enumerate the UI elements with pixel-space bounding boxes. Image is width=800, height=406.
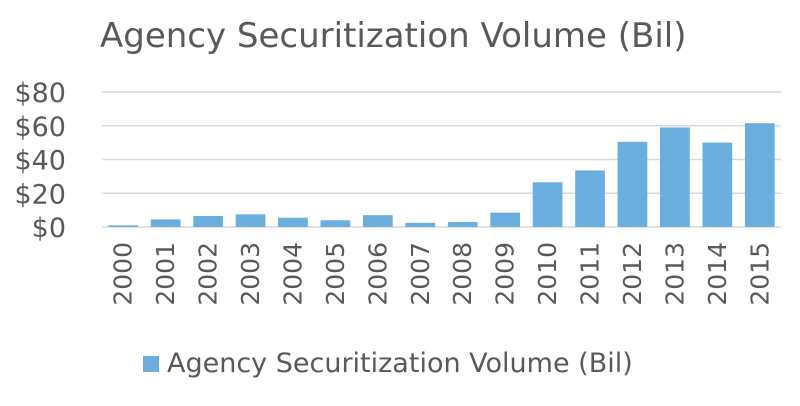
bar-2007 — [405, 222, 436, 227]
bar-2000 — [108, 225, 139, 227]
x-tick-label: 2002 — [194, 242, 223, 306]
legend: Agency Securitization Volume (Bil) — [143, 348, 633, 379]
x-tick-label: 2007 — [406, 242, 435, 306]
x-tick-label: 2001 — [151, 242, 180, 306]
x-tick-label: 2000 — [109, 242, 138, 306]
y-tick-label: $40 — [14, 146, 66, 177]
bar-2005 — [320, 220, 351, 227]
x-tick-label: 2011 — [576, 242, 605, 306]
x-tick-label: 2004 — [278, 242, 307, 306]
bars — [108, 123, 775, 227]
x-tick-label: 2008 — [448, 242, 477, 306]
x-tick-label: 2012 — [618, 242, 647, 306]
x-axis-ticks: 2000 2001 2002 2003 2004 2005 2006 2007 2008 2009… — [109, 242, 775, 306]
x-tick-label: 2014 — [703, 242, 732, 306]
bar-2009 — [490, 212, 521, 227]
bar-2003 — [235, 214, 266, 227]
y-axis-ticks: $0$20$40$60$80 — [14, 78, 66, 244]
x-tick-label: 2015 — [745, 242, 774, 306]
chart-title: Agency Securitization Volume (Bil) — [100, 16, 687, 56]
y-tick-label: $60 — [14, 112, 66, 143]
bar-2012 — [617, 141, 648, 227]
x-tick-label: 2013 — [660, 242, 689, 306]
x-tick-label: 2010 — [533, 242, 562, 306]
legend-swatch — [143, 355, 159, 372]
y-tick-label: $80 — [14, 78, 66, 109]
bar-2014 — [702, 142, 733, 227]
x-tick-label: 2009 — [491, 242, 520, 306]
y-tick-label: $20 — [14, 179, 66, 210]
bar-2015 — [744, 123, 775, 227]
bar-2004 — [278, 217, 308, 227]
bar-2008 — [447, 221, 478, 227]
x-tick-label: 2005 — [321, 242, 350, 306]
bar-2006 — [362, 215, 393, 227]
bar-2010 — [532, 182, 563, 227]
bar-2013 — [660, 127, 690, 227]
legend-label: Agency Securitization Volume (Bil) — [167, 348, 633, 379]
bar-2001 — [150, 219, 181, 227]
bar-2011 — [575, 170, 605, 227]
x-tick-label: 2006 — [363, 242, 392, 306]
y-tick-label: $0 — [32, 213, 66, 244]
x-tick-label: 2003 — [236, 242, 265, 306]
bar-2002 — [193, 216, 223, 227]
